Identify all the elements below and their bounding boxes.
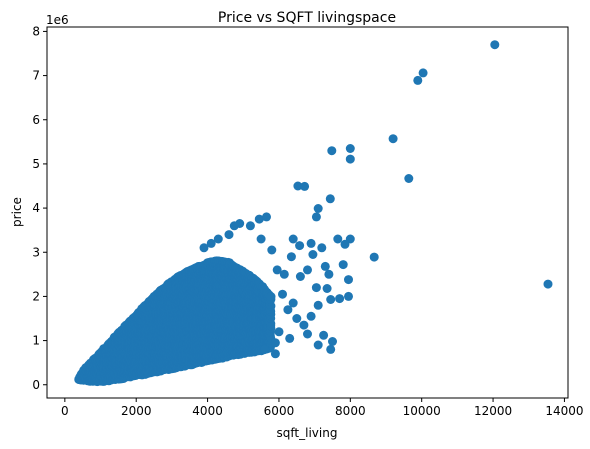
- data-point: [369, 252, 379, 262]
- data-point: [335, 294, 345, 304]
- data-point: [345, 144, 355, 153]
- data-point: [254, 214, 264, 224]
- y-tick-label: 1: [32, 334, 40, 348]
- data-point: [288, 234, 298, 244]
- data-point: [266, 292, 276, 302]
- data-point: [256, 234, 266, 244]
- data-point: [320, 261, 330, 271]
- y-tick-label: 3: [32, 245, 40, 259]
- data-point: [299, 320, 309, 330]
- data-point: [286, 252, 296, 262]
- y-tick-label: 0: [32, 378, 40, 392]
- data-point: [283, 305, 293, 315]
- data-point: [324, 269, 334, 279]
- data-point: [270, 349, 280, 359]
- data-point: [340, 239, 350, 249]
- x-tick-label: 10000: [403, 404, 441, 418]
- data-point: [344, 291, 353, 301]
- data-point: [278, 289, 287, 299]
- data-point: [418, 68, 428, 78]
- x-tick-label: 8000: [335, 404, 366, 418]
- data-point: [206, 238, 216, 248]
- data-point: [322, 284, 332, 293]
- y-tick-label: 8: [32, 24, 40, 38]
- data-point: [317, 243, 327, 253]
- y-axis-ticks: 0 1 2 3 4 5 6 7 8: [32, 24, 47, 392]
- data-point: [303, 329, 312, 339]
- y-tick-label: 2: [32, 289, 40, 303]
- data-point: [333, 234, 343, 244]
- y-axis-label: price: [10, 197, 24, 227]
- data-point: [213, 234, 223, 244]
- data-point: [327, 146, 337, 156]
- data-point: [325, 194, 335, 204]
- x-tick-label: 14000: [545, 404, 583, 418]
- data-point: [306, 238, 316, 248]
- data-point: [279, 269, 289, 279]
- x-tick-label: 4000: [192, 404, 223, 418]
- data-point: [404, 174, 414, 183]
- data-point: [300, 181, 310, 191]
- x-axis-ticks: 0 2000 4000 6000 8000 10000 12000 14000: [61, 398, 584, 418]
- x-tick-label: 6000: [264, 404, 295, 418]
- data-point: [295, 272, 305, 281]
- data-point: [199, 243, 209, 253]
- data-point: [224, 230, 234, 240]
- data-point: [345, 154, 355, 164]
- data-point: [313, 300, 323, 310]
- y-offset-label: 1e6: [46, 13, 69, 27]
- data-point: [543, 279, 553, 289]
- data-point: [272, 265, 282, 275]
- data-point: [267, 245, 277, 255]
- data-point: [229, 221, 239, 231]
- data-point: [270, 338, 280, 348]
- data-point: [293, 181, 303, 191]
- data-point: [311, 283, 321, 293]
- data-point: [262, 212, 271, 222]
- plot-area-frame: [46, 26, 569, 399]
- data-point: [260, 344, 270, 354]
- data-point: [274, 327, 284, 337]
- data-point: [319, 330, 329, 340]
- data-point: [313, 340, 323, 350]
- data-point: [292, 314, 302, 323]
- data-point: [338, 260, 348, 270]
- chart-title: Price vs SQFT livingspace: [218, 10, 396, 26]
- data-point: [490, 40, 500, 50]
- data-point: [295, 241, 305, 251]
- data-point: [285, 333, 295, 343]
- x-axis-label: sqft_living: [277, 426, 338, 440]
- data-point: [326, 295, 336, 304]
- data-point: [388, 134, 398, 144]
- x-tick-label: 12000: [474, 404, 512, 418]
- x-tick-label: 0: [61, 404, 69, 418]
- data-point: [313, 204, 323, 213]
- data-point: [308, 250, 318, 259]
- y-tick-label: 4: [32, 201, 40, 215]
- data-points: [74, 40, 553, 387]
- y-tick-label: 7: [32, 69, 40, 83]
- data-point: [306, 311, 316, 321]
- y-tick-label: 6: [32, 113, 40, 127]
- data-point: [326, 344, 336, 354]
- data-point: [303, 265, 312, 275]
- data-point: [245, 221, 255, 231]
- data-point: [328, 337, 337, 346]
- x-tick-label: 2000: [121, 404, 152, 418]
- data-point: [288, 298, 298, 308]
- y-tick-label: 5: [32, 157, 40, 171]
- data-point: [344, 275, 353, 285]
- data-point: [311, 212, 321, 222]
- data-point: [413, 75, 423, 85]
